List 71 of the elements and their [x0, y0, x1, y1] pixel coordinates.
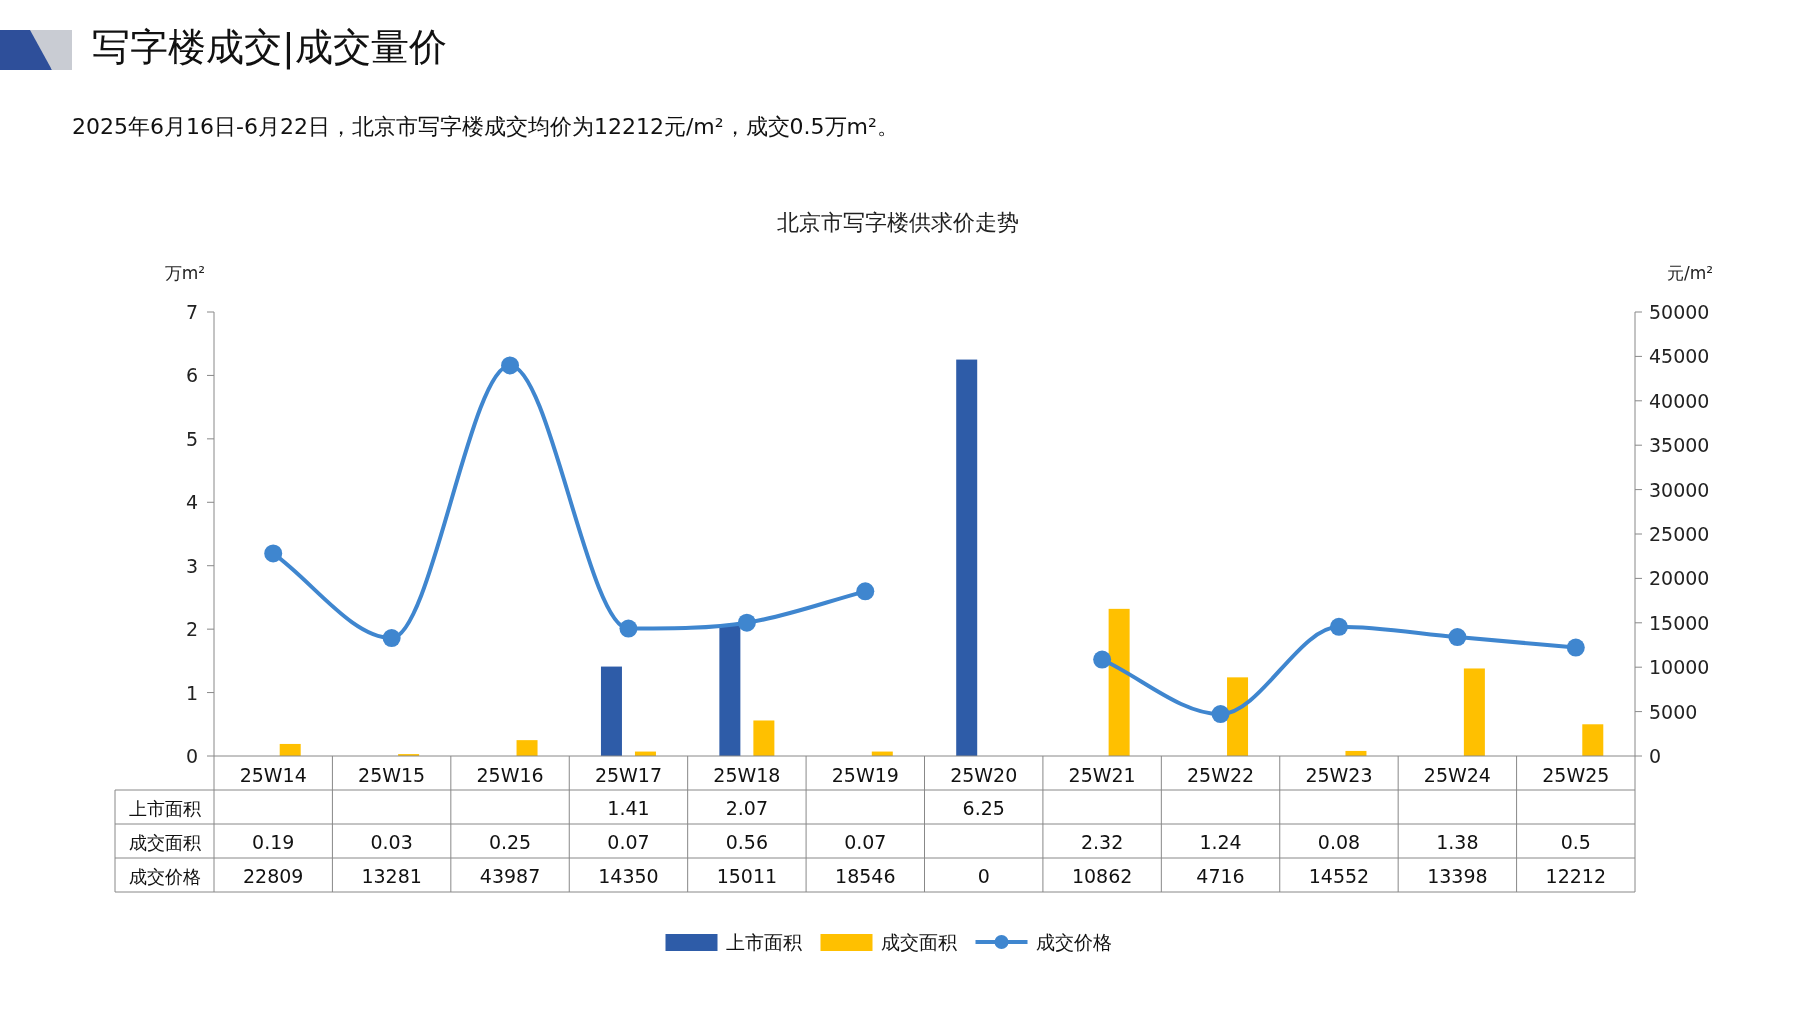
y2-tick-label: 45000: [1649, 345, 1710, 368]
y-tick-label: 7: [185, 301, 198, 323]
legend-item: 上市面积: [665, 931, 802, 953]
x-tick-label: 25W20: [950, 764, 1018, 786]
data-label: 22809: [242, 865, 304, 887]
x-tick-label: 25W21: [1068, 764, 1136, 786]
data-label: 1.24: [1199, 831, 1242, 853]
text: 上市面积: [128, 798, 201, 819]
y-tick-label: 3: [185, 554, 198, 577]
y-tick-label: 6: [185, 364, 198, 387]
data-label: 0.08: [1317, 831, 1361, 853]
y2-axis-title: 元/m²: [1666, 263, 1714, 283]
x-tick-label: 25W23: [1305, 764, 1373, 786]
y2-tick-label: 25000: [1649, 523, 1710, 545]
x-tick-label: 25W19: [831, 764, 899, 786]
legend-item: 成交面积: [820, 931, 957, 953]
text: 成交价格: [128, 866, 201, 887]
legend-label: 上市面积: [725, 931, 802, 953]
x-tick-label: 25W17: [594, 764, 663, 786]
data-label: 0.56: [725, 831, 769, 853]
data-label: 2.32: [1080, 831, 1124, 853]
data-label: 0.03: [370, 831, 413, 853]
y-axis-title: 万m²: [164, 263, 206, 283]
text: 成交面积: [128, 832, 201, 853]
x-tick-label: 25W22: [1186, 764, 1255, 786]
data-label: 10862: [1071, 865, 1133, 887]
x-tick-label: 25W15: [358, 764, 426, 786]
data-label: 0.07: [844, 831, 887, 853]
data-label: 6.25: [962, 797, 1005, 819]
data-label: 18546: [835, 865, 896, 887]
data-label: 0.07: [607, 831, 650, 853]
x-tick-label: 25W14: [239, 764, 307, 786]
legend-item: 成交价格: [975, 931, 1112, 953]
data-label: 13398: [1427, 865, 1488, 887]
y2-tick-label: 10000: [1649, 656, 1710, 679]
data-label: 0.5: [1560, 831, 1591, 853]
y2-tick-label: 35000: [1649, 434, 1710, 457]
y2-tick-label: 0: [1649, 745, 1662, 767]
data-label: 43987: [479, 865, 541, 887]
legend-label: 成交面积: [880, 931, 957, 953]
data-label: 4716: [1196, 865, 1245, 887]
text: 写字楼成交|成交量价: [92, 25, 447, 70]
data-label: 0.25: [488, 831, 532, 853]
y2-tick-label: 20000: [1649, 567, 1710, 590]
data-label: 1.38: [1436, 831, 1479, 853]
x-tick-label: 25W25: [1542, 764, 1610, 786]
y-tick-label: 5: [185, 427, 198, 450]
y2-tick-label: 50000: [1649, 301, 1710, 323]
y-tick-label: 0: [185, 745, 198, 767]
y-tick-label: 1: [185, 681, 198, 704]
text: 2025年6月16日-6月22日，北京市写字楼成交均价为12212元/m²，成交0.5万m²。: [72, 114, 899, 139]
y-tick-label: 4: [185, 491, 198, 514]
data-label: 0.19: [252, 831, 295, 853]
y-tick-label: 2: [185, 618, 198, 641]
data-label: 1.41: [607, 797, 650, 819]
legend-label: 成交价格: [1035, 931, 1112, 953]
y2-tick-label: 30000: [1649, 478, 1710, 501]
x-tick-label: 25W16: [476, 764, 544, 786]
y2-tick-label: 5000: [1649, 700, 1698, 723]
y2-tick-label: 15000: [1649, 611, 1710, 634]
y2-tick-label: 40000: [1649, 389, 1710, 412]
data-label: 12212: [1545, 865, 1607, 887]
chart-title: 北京市写字楼供求价走势: [777, 210, 1019, 235]
x-tick-label: 25W18: [713, 764, 781, 786]
data-label: 13281: [361, 865, 422, 887]
x-tick-label: 25W24: [1423, 764, 1491, 786]
data-label: 2.07: [725, 797, 769, 819]
data-label: 14552: [1308, 865, 1370, 887]
data-label: 15011: [716, 865, 778, 887]
text: 0: [977, 865, 990, 887]
data-label: 14350: [598, 865, 659, 887]
